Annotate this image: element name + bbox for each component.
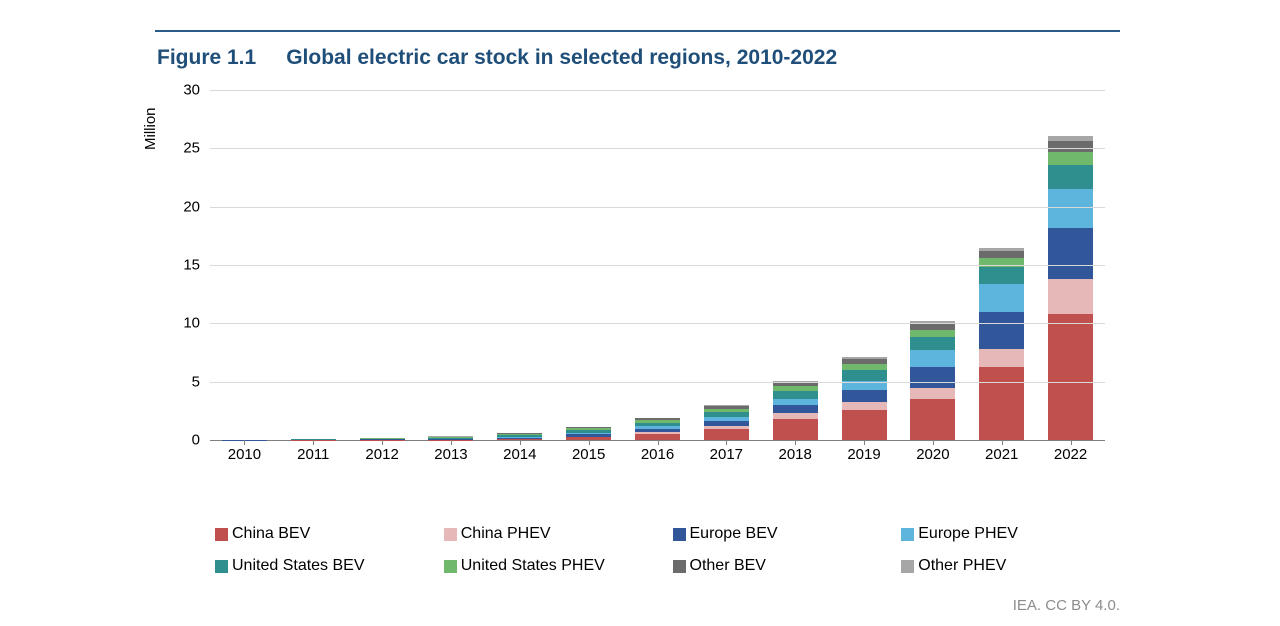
- legend-item-us_bev: United States BEV: [215, 557, 434, 575]
- bar-segment-us_bev: [910, 337, 955, 350]
- bar-segment-china_phev: [1048, 279, 1093, 314]
- figure-title: Global electric car stock in selected re…: [286, 46, 837, 70]
- bar-segment-us_bev: [842, 370, 887, 381]
- legend-label: United States PHEV: [461, 557, 605, 575]
- bar-segment-us_bev: [979, 267, 1024, 283]
- legend: China BEV China PHEV Europe BEV Europe PHEV…: [215, 525, 1120, 575]
- x-tick-label: 2012: [365, 440, 398, 463]
- bar-segment-china_bev: [1048, 314, 1093, 440]
- x-tick-label: 2022: [1054, 440, 1087, 463]
- legend-swatch: [444, 560, 457, 573]
- bar-segment-us_bev: [1048, 165, 1093, 190]
- y-tick-label: 30: [160, 82, 210, 99]
- x-tick-label: 2021: [985, 440, 1018, 463]
- gridline: [210, 90, 1105, 91]
- x-tick-label: 2013: [434, 440, 467, 463]
- legend-swatch: [444, 528, 457, 541]
- x-tick-label: 2016: [641, 440, 674, 463]
- bar-segment-europe_bev: [1048, 228, 1093, 279]
- legend-swatch: [215, 528, 228, 541]
- bar-column: [704, 405, 749, 440]
- bar-segment-europe_phev: [910, 350, 955, 366]
- bar-segment-europe_bev: [773, 405, 818, 413]
- y-tick-label: 10: [160, 315, 210, 332]
- bar-segment-other_bev: [979, 251, 1024, 258]
- bar-column: [1048, 136, 1093, 440]
- bar-segment-europe_bev: [979, 312, 1024, 349]
- gridline: [210, 382, 1105, 383]
- bar-segment-europe_bev: [842, 390, 887, 402]
- legend-label: Other PHEV: [918, 557, 1006, 575]
- legend-swatch: [215, 560, 228, 573]
- x-tick-label: 2020: [916, 440, 949, 463]
- bar-column: [842, 357, 887, 440]
- legend-item-us_phev: United States PHEV: [444, 557, 663, 575]
- legend-item-china_bev: China BEV: [215, 525, 434, 543]
- plot-region: 0510152025302010201120122013201420152016…: [210, 90, 1105, 441]
- legend-label: China BEV: [232, 525, 310, 543]
- y-axis-unit: Million: [142, 107, 159, 150]
- bar-column: [910, 321, 955, 440]
- y-tick-label: 5: [160, 373, 210, 390]
- legend-label: Europe BEV: [690, 525, 778, 543]
- bar-column: [773, 381, 818, 440]
- x-tick-label: 2018: [779, 440, 812, 463]
- bar-segment-china_phev: [910, 388, 955, 400]
- legend-item-china_phev: China PHEV: [444, 525, 663, 543]
- legend-label: China PHEV: [461, 525, 551, 543]
- figure-container: Figure 1.1 Global electric car stock in …: [155, 30, 1120, 614]
- bar-segment-china_phev: [842, 402, 887, 410]
- bar-segment-europe_phev: [1048, 189, 1093, 228]
- bar-segment-europe_bev: [910, 367, 955, 388]
- bar-column: [635, 418, 680, 440]
- bar-segment-china_bev: [910, 399, 955, 440]
- bar-column: [566, 427, 611, 440]
- bar-segment-europe_phev: [979, 284, 1024, 312]
- bar-segment-china_bev: [979, 367, 1024, 441]
- top-rule: [155, 30, 1120, 32]
- bar-segment-us_phev: [910, 330, 955, 338]
- legend-item-other_bev: Other BEV: [673, 557, 892, 575]
- y-tick-label: 25: [160, 140, 210, 157]
- y-tick-label: 0: [160, 432, 210, 449]
- legend-swatch: [673, 528, 686, 541]
- x-tick-label: 2019: [847, 440, 880, 463]
- legend-label: Other BEV: [690, 557, 766, 575]
- bar-segment-other_bev: [1048, 141, 1093, 152]
- bar-column: [979, 248, 1024, 440]
- legend-item-europe_bev: Europe BEV: [673, 525, 892, 543]
- bar-segment-china_bev: [704, 429, 749, 440]
- gridline: [210, 148, 1105, 149]
- legend-label: Europe PHEV: [918, 525, 1018, 543]
- gridline: [210, 323, 1105, 324]
- figure-heading: Figure 1.1 Global electric car stock in …: [155, 46, 1120, 70]
- bar-segment-china_bev: [842, 410, 887, 440]
- legend-swatch: [673, 560, 686, 573]
- bar-column: [497, 433, 542, 440]
- chart-area: Million 05101520253020102011201220132014…: [155, 90, 1120, 470]
- legend-item-other_phev: Other PHEV: [901, 557, 1120, 575]
- bar-segment-us_bev: [773, 391, 818, 399]
- legend-item-europe_phev: Europe PHEV: [901, 525, 1120, 543]
- x-tick-label: 2010: [228, 440, 261, 463]
- legend-swatch: [901, 560, 914, 573]
- x-tick-label: 2014: [503, 440, 536, 463]
- x-tick-label: 2015: [572, 440, 605, 463]
- credit-text: IEA. CC BY 4.0.: [155, 597, 1120, 614]
- gridline: [210, 207, 1105, 208]
- x-tick-label: 2011: [297, 440, 329, 463]
- bar-segment-us_phev: [1048, 152, 1093, 165]
- bar-segment-china_phev: [979, 349, 1024, 367]
- x-tick-label: 2017: [710, 440, 743, 463]
- figure-number: Figure 1.1: [157, 46, 256, 70]
- legend-swatch: [901, 528, 914, 541]
- gridline: [210, 265, 1105, 266]
- legend-label: United States BEV: [232, 557, 365, 575]
- y-tick-label: 20: [160, 198, 210, 215]
- y-tick-label: 15: [160, 257, 210, 274]
- bar-segment-china_bev: [773, 419, 818, 440]
